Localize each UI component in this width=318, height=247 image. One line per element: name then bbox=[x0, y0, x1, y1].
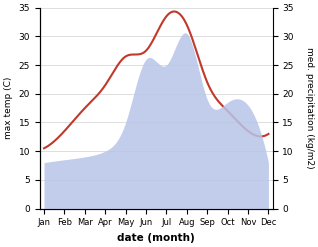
Y-axis label: max temp (C): max temp (C) bbox=[4, 77, 13, 139]
Y-axis label: med. precipitation (kg/m2): med. precipitation (kg/m2) bbox=[305, 47, 314, 169]
X-axis label: date (month): date (month) bbox=[117, 233, 195, 243]
